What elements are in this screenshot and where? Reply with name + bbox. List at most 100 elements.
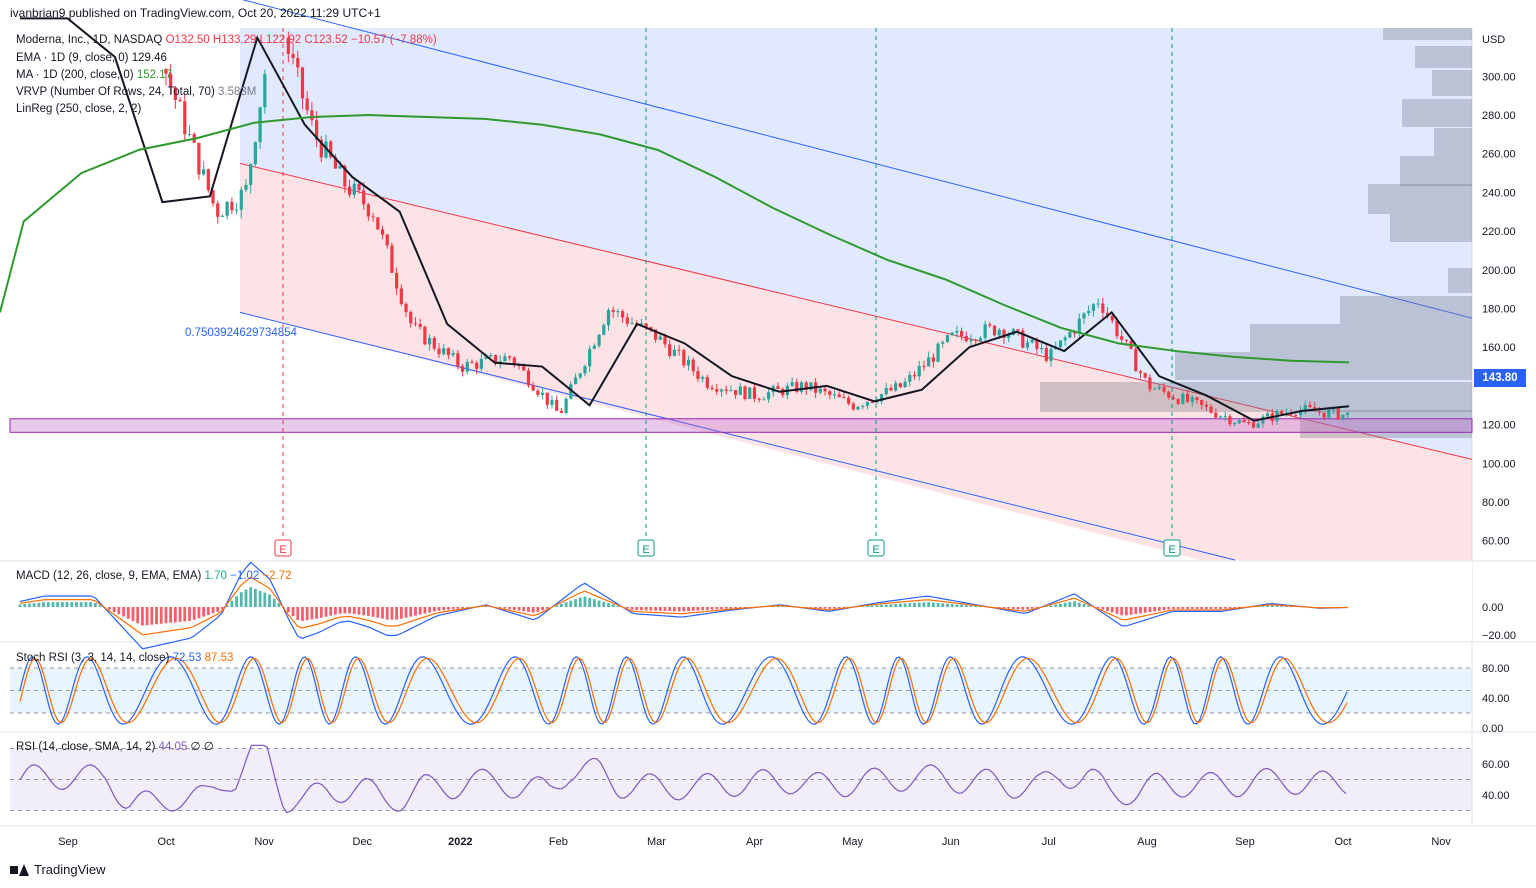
macd-histogram-bar: [625, 607, 629, 609]
candle-body: [724, 389, 728, 391]
publish-header: ivanbrian9 published on TradingView.com,…: [10, 6, 381, 20]
macd-histogram-bar: [545, 607, 549, 609]
stoch-legend[interactable]: Stoch RSI (3, 3, 14, 14, close) 72.53 87…: [16, 652, 234, 664]
candle-body: [1058, 340, 1063, 348]
volume-profile-bar: [1432, 70, 1472, 96]
macd-histogram-bar: [414, 607, 417, 616]
ma-line: [0, 114, 1350, 364]
macd-histogram-bar: [889, 604, 893, 607]
candle-body: [338, 165, 342, 169]
channel-upper-line: [241, 0, 1473, 319]
ohlc-values: O132.50 H133.29 L122.92 C123.52 −10.57 (…: [165, 34, 437, 46]
macd-histogram-bar: [1068, 601, 1072, 607]
macd-histogram-bar: [301, 607, 304, 621]
candle-body: [1251, 422, 1256, 428]
macd-histogram-bar: [108, 607, 111, 610]
candle-body: [234, 209, 239, 211]
rsi-legend[interactable]: RSI (14, close, SMA, 14, 2) 44.05 ∅ ∅: [16, 741, 214, 753]
ema-legend[interactable]: EMA · 1D (9, close, 0) 129.46: [16, 52, 167, 64]
macd-histogram-bar: [1162, 607, 1166, 611]
candle-body: [865, 401, 870, 406]
candle-body: [366, 204, 370, 217]
macd-line: [19, 561, 1348, 650]
earnings-label: E: [1168, 544, 1175, 556]
x-tick-label: Mar: [647, 836, 666, 848]
x-tick-label: Oct: [1335, 836, 1352, 848]
candle-body: [621, 311, 625, 318]
macd-histogram-bar: [564, 602, 568, 607]
candle-body: [1068, 332, 1072, 338]
macd-histogram-bar: [729, 607, 733, 609]
earnings-badge: [274, 539, 292, 557]
candle-body: [710, 387, 714, 390]
candle-body: [677, 349, 681, 351]
macd-histogram-bar: [917, 602, 921, 607]
earnings-label: E: [642, 544, 649, 556]
macd-histogram-bar: [70, 602, 74, 607]
ma-value: 152.17: [136, 69, 172, 81]
macd-histogram-bar: [833, 607, 836, 609]
macd-histogram-bar: [644, 607, 648, 611]
candle-body: [1049, 348, 1053, 361]
macd-histogram-bar: [1280, 605, 1284, 607]
macd-histogram-bar: [366, 607, 370, 616]
macd-histogram-bar: [1054, 604, 1058, 607]
macd-histogram-bar: [343, 607, 347, 614]
macd-histogram-bar: [597, 600, 601, 607]
candle-body: [399, 288, 403, 304]
candle-body: [719, 389, 724, 392]
candle-body: [545, 392, 549, 405]
candle-body: [1044, 347, 1048, 361]
macd-histogram-bar: [1101, 607, 1105, 610]
macd-histogram-bar: [169, 607, 173, 623]
macd-histogram-bar: [743, 607, 747, 608]
macd-histogram-bar: [150, 607, 154, 625]
candle-body: [522, 366, 526, 371]
vrvp-legend[interactable]: VRVP (Number Of Rows, 24, Total, 70) 3.5…: [16, 86, 257, 98]
macd-histogram-bar: [1143, 607, 1147, 613]
candle-body: [828, 391, 832, 395]
candle-body: [475, 362, 479, 369]
macd-histogram-bar: [1214, 607, 1218, 609]
candle-body: [705, 377, 709, 388]
candle-body: [931, 357, 935, 362]
macd-histogram-bar: [1044, 606, 1048, 607]
macd-histogram-bar: [235, 596, 238, 607]
footer-brand[interactable]: TradingView: [10, 862, 106, 877]
earnings-badge: [1163, 539, 1181, 557]
candle-body: [1331, 408, 1336, 410]
candle-body: [376, 217, 380, 230]
macd-histogram-bar: [734, 607, 738, 609]
macd-legend[interactable]: MACD (12, 26, close, 9, EMA, EMA) 1.70 −…: [16, 570, 292, 582]
macd-histogram-bar: [192, 607, 196, 620]
macd-histogram-bar: [164, 607, 168, 624]
macd-histogram-bar: [950, 604, 954, 607]
macd-histogram-bar: [828, 607, 832, 609]
channel-lower-fill: [240, 163, 1472, 560]
macd-histogram-bar: [531, 607, 535, 613]
macd-histogram-bar: [117, 607, 121, 615]
candle-body: [842, 397, 846, 399]
ma-legend[interactable]: MA · 1D (200, close, 0) 152.17: [16, 69, 172, 81]
candle-body: [1228, 416, 1232, 425]
candle-body: [362, 190, 366, 205]
macd-histogram-bar: [42, 602, 45, 607]
macd-histogram-bar: [1223, 607, 1227, 609]
candle-body: [569, 384, 573, 399]
macd-histogram-bar: [1026, 607, 1029, 610]
x-tick-label: Nov: [1431, 836, 1451, 848]
linreg-legend[interactable]: LinReg (250, close, 2, 2): [16, 103, 142, 115]
candle-body: [1091, 304, 1096, 311]
candle-body: [715, 389, 719, 392]
macd-histogram-bar: [979, 606, 982, 607]
macd-histogram-bar: [423, 607, 427, 614]
candle-body: [1040, 347, 1044, 350]
macd-histogram-bar: [630, 607, 634, 610]
macd-histogram-bar: [715, 607, 719, 610]
candle-body: [856, 406, 860, 410]
candle-body: [630, 323, 634, 325]
candle-body: [206, 169, 210, 191]
candle-body: [903, 381, 907, 388]
macd-histogram-bar: [65, 602, 69, 607]
